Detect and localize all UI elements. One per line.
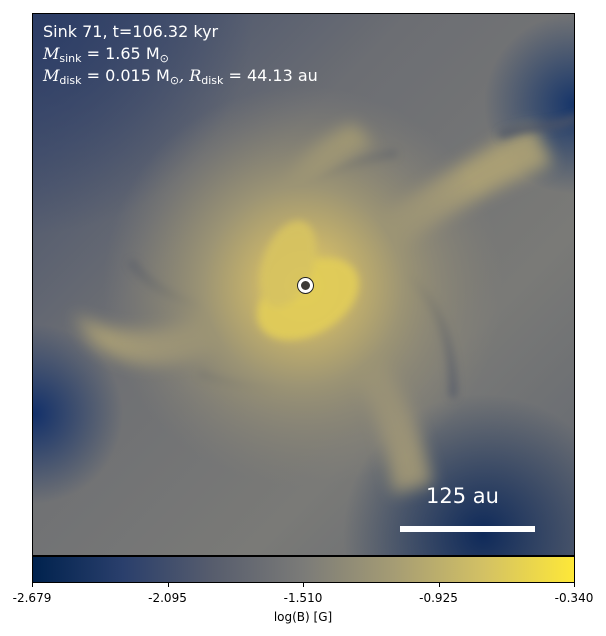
colorbar-tick-label: -0.340 [554, 591, 594, 605]
scale-bar [400, 526, 535, 532]
colorbar-tick-label: -2.679 [12, 591, 52, 605]
colorbar-tick [167, 583, 169, 587]
rdisk-symbol: , R [179, 66, 202, 85]
msink-subscript: sink [59, 52, 82, 65]
colorbar-tick-label: -2.095 [148, 591, 187, 605]
msink-unit-subscript: ⊙ [159, 52, 169, 65]
colorbar-tick-label: -0.925 [419, 591, 458, 605]
rdisk-value: = 44.13 au [223, 66, 318, 85]
colorbar-tick [574, 583, 575, 587]
sink-mass-annotation: Msink = 1.65 M⊙ [43, 43, 169, 70]
sink-title: Sink 71, t=106.32 kyr [43, 22, 219, 41]
colorbar-tick-label: -1.510 [283, 591, 323, 605]
colorbar-label: log(B) [G] [273, 610, 333, 624]
mdisk-value: = 0.015 M [81, 66, 170, 85]
colorbar-tick [303, 583, 304, 587]
mdisk-symbol: M [43, 66, 60, 85]
msink-symbol: M [43, 44, 60, 63]
colorbar [32, 556, 575, 583]
sink-marker [298, 278, 313, 293]
mdisk-unit-subscript: ⊙ [169, 74, 180, 87]
magnetic-field-map: Sink 71, t=106.32 kyr Msink = 1.65 M⊙ Md… [32, 13, 575, 556]
colorbar-tick [438, 583, 440, 587]
msink-value: = 1.65 M [81, 44, 160, 63]
disk-annotation: Mdisk = 0.015 M⊙, Rdisk = 44.13 au [43, 65, 318, 92]
scale-bar-label: 125 au [426, 484, 499, 508]
mdisk-subscript: disk [59, 74, 82, 87]
rdisk-subscript: disk [201, 74, 224, 87]
colorbar-tick [32, 583, 33, 587]
